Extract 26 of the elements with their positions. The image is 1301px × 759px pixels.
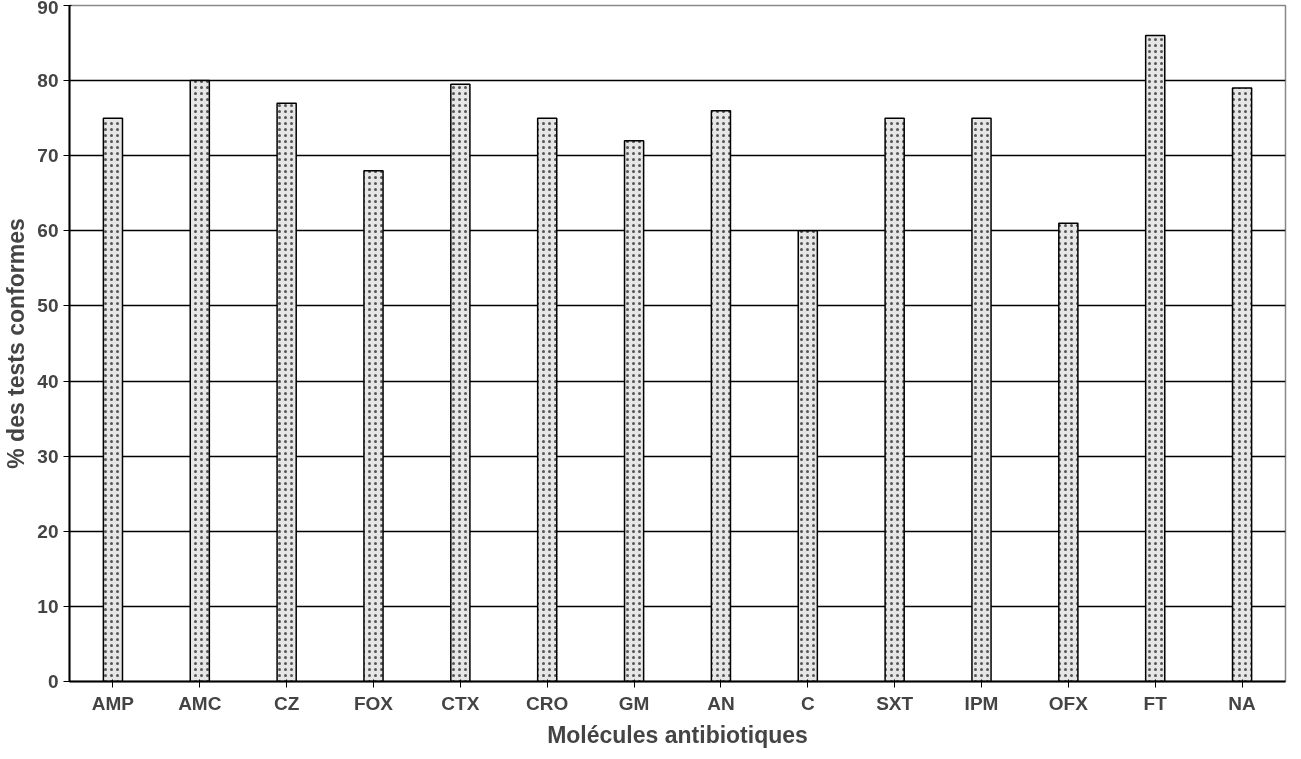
y-axis-title: % des tests conformes	[3, 218, 30, 469]
x-tick-label: AMP	[91, 692, 135, 714]
x-tick-label: CZ	[273, 692, 300, 714]
x-tick-label: GM	[618, 692, 650, 714]
x-tick-label: C	[800, 692, 815, 714]
y-tick-label: 30	[37, 445, 59, 467]
y-tick-label: 80	[37, 70, 59, 92]
x-tick-label: CTX	[441, 692, 480, 714]
x-tick-label: FT	[1143, 692, 1168, 714]
x-tick-label: IPM	[964, 692, 999, 714]
y-tick-label: 50	[37, 295, 59, 317]
x-tick-label: NA	[1228, 692, 1257, 714]
x-tick-label: CRO	[526, 692, 569, 714]
y-tick-label: 0	[47, 671, 59, 692]
y-tick-label: 90	[37, 0, 59, 18]
x-tick-label: OFX	[1048, 692, 1089, 714]
x-tick-label: FOX	[353, 692, 394, 714]
y-tick-label: 20	[37, 520, 59, 542]
y-tick-label: 10	[37, 595, 59, 617]
x-tick-label: AN	[707, 692, 735, 714]
y-tick-label: 70	[37, 145, 59, 167]
x-tick-label: AMC	[178, 692, 222, 714]
x-axis-title: Molécules antibiotiques	[547, 721, 808, 748]
y-tick-label: 40	[37, 370, 59, 392]
x-tick-label: SXT	[876, 692, 914, 714]
y-tick-label: 60	[37, 220, 59, 242]
